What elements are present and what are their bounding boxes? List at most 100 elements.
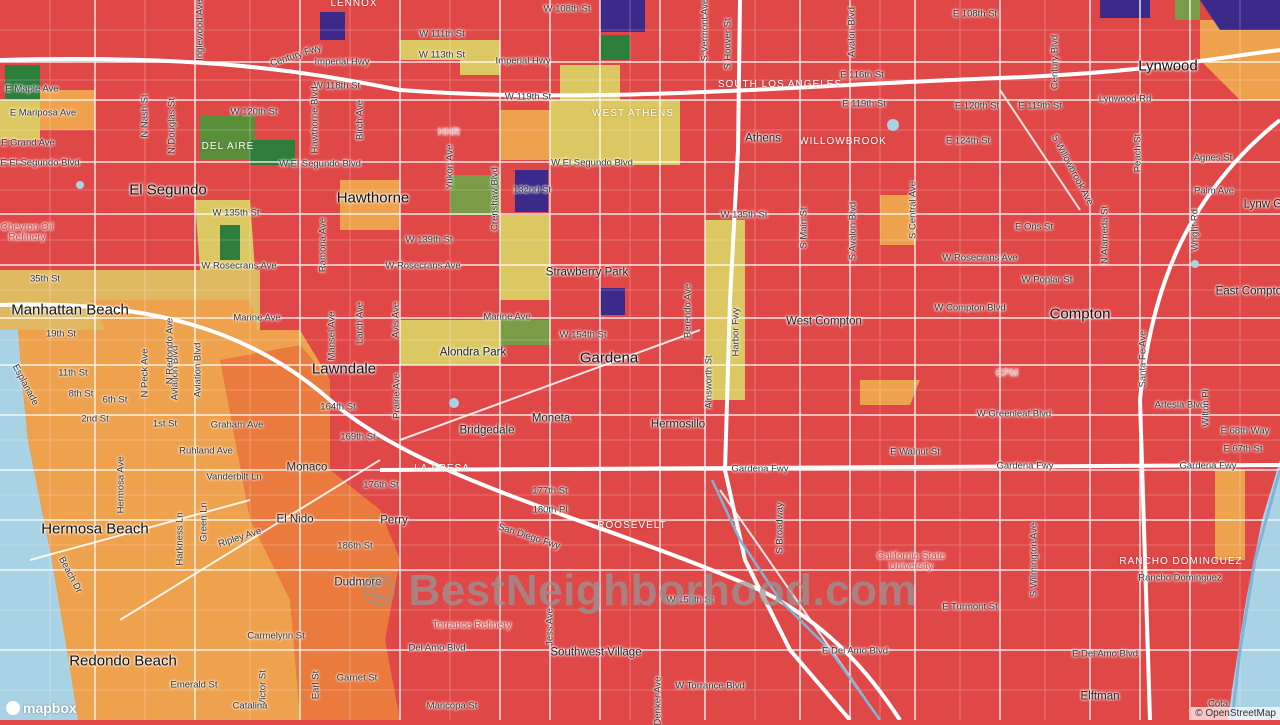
neighborhood-label: Lynw Gar	[1243, 198, 1280, 211]
street-label: Hermosa Ave	[115, 456, 127, 514]
street-label: E 119th St	[1018, 100, 1062, 112]
street-label: Green Ln	[198, 502, 210, 542]
street-label: Carmelynn St	[247, 630, 305, 642]
street-label: Wilton Pl	[1200, 389, 1212, 427]
street-label: Vanderbilt Ln	[206, 471, 262, 483]
street-label: W El Segundo Blvd	[551, 157, 633, 169]
street-label: E 67th St	[1223, 443, 1263, 455]
airport-label: CPM	[995, 368, 1019, 379]
zone-lowmed-northwest	[0, 100, 40, 140]
city-label: Compton	[1049, 305, 1111, 323]
street-label: 8th St	[68, 388, 94, 400]
street-label: Birch Ave	[354, 100, 366, 140]
street-label: Aviation Blvd	[192, 342, 204, 398]
zone-medium-hawthorne	[340, 180, 400, 230]
city-label: Redondo Beach	[69, 652, 177, 670]
street-label: 169th St	[340, 431, 376, 443]
street-label: 19th St	[45, 328, 77, 340]
neighborhood-label: Southwest Village	[550, 646, 642, 659]
zone-very-low-delaire2	[250, 140, 295, 165]
street-label: Agnes St	[1193, 152, 1233, 164]
street-label: W 135th St	[212, 207, 260, 219]
street-label: E Maple Ave	[5, 83, 59, 95]
zone-medium-northeast	[1200, 20, 1280, 100]
city-label: Hermosa Beach	[41, 520, 149, 538]
street-label: W 139th St	[405, 234, 453, 246]
street-label: Hawthorne Blvd	[309, 86, 321, 154]
airport-label: HHR	[438, 127, 460, 138]
attribution[interactable]: © OpenStreetMap	[1191, 707, 1280, 720]
street-label: Ramona Ave	[317, 217, 329, 273]
street-label: W Compton Blvd	[934, 302, 1006, 314]
street-label: W 156th St	[666, 594, 714, 606]
river	[1228, 460, 1280, 720]
neighborhood-label: Monaco	[286, 461, 328, 474]
street-label: Marine Ave	[483, 311, 531, 323]
street-label: S Broadway	[774, 502, 786, 554]
street-label: Garnet St	[336, 672, 378, 684]
street-label: 6th St	[102, 394, 128, 406]
street-label: E Walnut St	[890, 446, 940, 458]
street-label: E Del Amo Blvd	[1072, 648, 1138, 660]
street-label: W Greenleaf Blvd	[976, 408, 1052, 420]
district-label: RANCHO DOMINGUEZ	[1119, 556, 1243, 567]
zone-low-marine	[500, 320, 550, 345]
street-label: Imperial Hwy	[495, 55, 551, 67]
district-label: WILLOWBROOK	[799, 136, 887, 147]
street-label: 164th St	[320, 401, 356, 413]
street-label: E 119th St	[842, 98, 886, 110]
lake	[449, 398, 459, 408]
lake	[76, 181, 84, 189]
mapbox-logo-text: mapbox	[23, 700, 77, 716]
zone-lowmed-crenshaw	[400, 40, 500, 75]
street-label: Artesia Blvd	[1154, 399, 1206, 411]
street-label: Harkness Ln	[174, 512, 186, 566]
street-label: W Rosecrans Ave	[385, 260, 461, 272]
zone-lowest-ne2	[1100, 0, 1150, 18]
street-label: W 118th St	[313, 80, 361, 92]
street-label: S Central Ave	[907, 181, 919, 239]
street-label: 180th Pl	[532, 504, 568, 516]
city-label: Gardena	[579, 349, 639, 367]
mapbox-logo[interactable]: mapbox	[6, 700, 77, 716]
neighborhood-label: Perry	[380, 514, 408, 527]
street-label: E Ons St	[1014, 221, 1054, 233]
street-label: W 120th St	[230, 106, 278, 118]
zone-lowest-ne	[1200, 0, 1280, 30]
district-label: DEL AIRE	[201, 141, 255, 152]
zone-lowmed-alondra	[400, 320, 500, 365]
street-label: E 108th St	[952, 8, 998, 20]
watermark: © BestNeighborhood.com	[362, 566, 918, 615]
street-label: N Redondo Ave	[164, 317, 176, 385]
street-label: Prairie Ave	[391, 373, 403, 419]
street-label: E Grand Ave	[1, 137, 55, 149]
street-label: Mansel Ave	[326, 311, 338, 361]
zone-lowest-gardena	[600, 288, 625, 315]
street-label: N Douglas St	[166, 98, 178, 154]
street-label: W 135th St	[720, 209, 768, 221]
zone-medium-east	[1215, 470, 1245, 560]
street-label: 176th St	[363, 479, 399, 491]
zone-medium-central2	[860, 380, 920, 405]
street-label: W Rosecrans Ave	[201, 260, 277, 272]
district-label: SOUTH LOS ANGELES	[717, 79, 843, 90]
street-label: Cota	[1207, 698, 1229, 710]
street-label: 11th St	[58, 367, 88, 379]
street-label: Gardena Fwy	[996, 460, 1054, 472]
neighborhood-label: Alondra Park	[439, 346, 507, 359]
street-label: Yukon Ave	[444, 144, 456, 190]
street-label: S Hoover St	[722, 18, 734, 70]
zone-lowest-108th	[600, 0, 645, 32]
neighborhood-label: Strawberry Park	[545, 266, 629, 279]
street-label: E 116th St	[840, 69, 884, 81]
street-label: W 154th St	[559, 329, 607, 341]
street-label: Gardena Fwy	[1179, 460, 1237, 472]
street-label: N Alameda St	[1099, 205, 1111, 265]
street-label: E 124th St	[945, 135, 991, 147]
neighborhood-label: Athens	[745, 132, 781, 145]
street-label: Harbor Fwy	[730, 307, 742, 357]
